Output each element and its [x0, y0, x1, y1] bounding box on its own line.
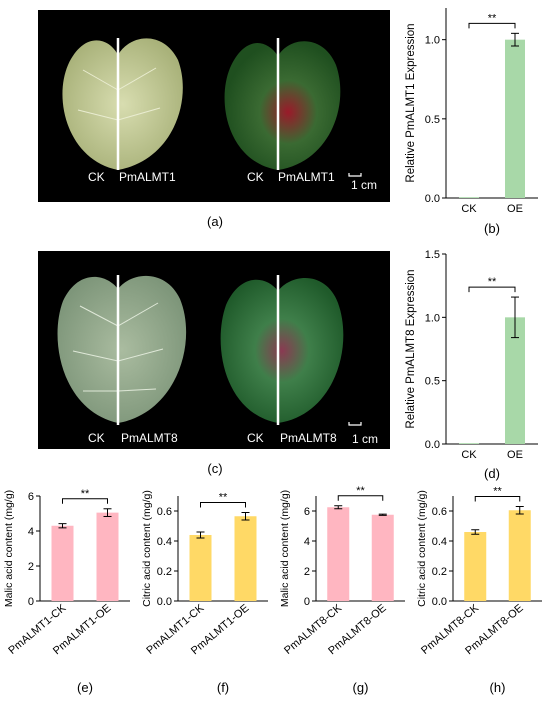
- y-tick-label: 0.0: [425, 193, 440, 205]
- leaf-fluorescence-pmalmt8: [220, 278, 344, 423]
- significance-bracket: [468, 22, 516, 29]
- y-axis-label: Citric acid content (mg/g): [416, 490, 428, 607]
- significance-bracket: [468, 286, 516, 293]
- y-tick-label: 0.4: [432, 536, 447, 548]
- leaf-ck-pmalmt8: [57, 275, 187, 423]
- y-tick-label: 2: [304, 566, 310, 578]
- bar-pmalmt8-oe: [371, 514, 394, 601]
- y-tick-label: 0: [28, 596, 34, 608]
- panel-letter-d: (d): [484, 466, 500, 481]
- x-tick-label: CK: [461, 449, 477, 461]
- leaf-photo-a: [62, 38, 362, 177]
- x-tick-label: OE: [507, 203, 523, 215]
- significance-bracket: [337, 495, 384, 501]
- panel-letter-f: (f): [217, 680, 229, 695]
- leaf-fluorescence-pmalmt1: [224, 41, 341, 171]
- chart-g: 0 2 4 6 Malic acid content (mg/g) PmALMT8-CK P…: [276, 480, 413, 708]
- significance-bracket: [474, 496, 521, 502]
- panel-letter-b: (b): [484, 221, 500, 236]
- scale-bar-label-c: 1 cm: [352, 432, 379, 446]
- label-ck-a2: CK: [247, 170, 264, 184]
- label-ck-c2: CK: [247, 431, 264, 445]
- y-tick-label: 0.5: [425, 376, 440, 388]
- label-gene-c2: PmALMT8: [280, 431, 337, 445]
- significance-bracket: [200, 502, 246, 508]
- panel-letter-e: (e): [77, 680, 93, 695]
- bar-pmalmt8-ck: [464, 532, 487, 601]
- chart-d: 0.0 0.5 1.0 1.5 Relative PmALMT8 Expression C…: [398, 245, 550, 490]
- y-tick-label: 0.0: [432, 596, 447, 608]
- significance-label: **: [356, 485, 365, 497]
- significance-label: **: [81, 488, 90, 500]
- bar-ck: [459, 443, 479, 444]
- chart-h: 0.0 0.2 0.4 0.6 Citric acid content (mg/g) Pm…: [413, 480, 550, 708]
- bar-pmalmt1-ck: [51, 525, 74, 601]
- panel-letter-h: (h): [490, 680, 506, 695]
- y-axis-label: Malic acid content (mg/g): [3, 490, 15, 607]
- significance-label: **: [488, 12, 497, 24]
- panel-letter-c: (c): [207, 461, 223, 476]
- leaf-photo-c: [57, 275, 362, 426]
- y-tick-label: 1.5: [425, 249, 440, 261]
- chart-e: 0 2 4 6 Malic acid content (mg/g) PmALMT1-CK P…: [0, 480, 138, 708]
- bar-pmalmt8-oe: [508, 510, 531, 601]
- bar-pmalmt1-oe: [96, 512, 119, 601]
- y-tick-label: 4: [28, 526, 34, 538]
- y-tick-label: 6: [28, 491, 34, 503]
- y-tick-label: 0.2: [157, 566, 172, 578]
- significance-label: **: [488, 276, 497, 288]
- y-axis-label: Citric acid content (mg/g): [141, 490, 153, 607]
- photo-panel-c: [38, 251, 390, 449]
- x-tick-label: CK: [461, 203, 477, 215]
- bar-pmalmt8-ck: [327, 507, 350, 601]
- x-tick-label: OE: [507, 449, 523, 461]
- y-tick-label: 0.0: [157, 596, 172, 608]
- y-tick-label: 0.6: [432, 506, 447, 518]
- panel-letter-g: (g): [353, 680, 369, 695]
- bar-pmalmt1-ck: [189, 535, 212, 601]
- y-axis-label: Relative PmALMT1 Expression: [405, 23, 417, 182]
- label-gene-a2: PmALMT1: [278, 170, 335, 184]
- bar-pmalmt1-oe: [234, 516, 257, 601]
- chart-b: 0.0 0.5 1.0 Relative PmALMT1 Expression CK OE…: [398, 0, 550, 245]
- y-axis-label: Malic acid content (mg/g): [279, 490, 291, 607]
- panel-letter-a: (a): [207, 214, 223, 229]
- y-tick-label: 6: [304, 506, 310, 518]
- photo-panel-a: [38, 10, 390, 202]
- significance-label: **: [219, 492, 228, 504]
- label-ck-a1: CK: [88, 170, 105, 184]
- y-tick-label: 0: [304, 596, 310, 608]
- y-tick-label: 2: [28, 561, 34, 573]
- y-tick-label: 1.0: [425, 312, 440, 324]
- bar-oe: [505, 39, 525, 198]
- leaf-ck-pmalmt1: [62, 38, 183, 170]
- y-tick-label: 1.0: [425, 35, 440, 47]
- bar-ck: [459, 197, 479, 198]
- chart-f: 0.0 0.2 0.4 0.6 Citric acid content (mg/g) Pm…: [138, 480, 276, 708]
- y-tick-label: 0.6: [157, 506, 172, 518]
- label-gene-a1: PmALMT1: [119, 170, 176, 184]
- y-tick-label: 0.4: [157, 536, 172, 548]
- significance-bracket: [62, 498, 108, 504]
- y-tick-label: 0.2: [432, 566, 447, 578]
- y-tick-label: 0.0: [425, 439, 440, 451]
- label-gene-c1: PmALMT8: [121, 431, 178, 445]
- y-tick-label: 0.5: [425, 114, 440, 126]
- label-ck-c1: CK: [88, 431, 105, 445]
- y-tick-label: 4: [304, 536, 310, 548]
- significance-label: **: [493, 486, 502, 498]
- y-axis-label: Relative PmALMT8 Expression: [405, 269, 417, 428]
- bar-oe: [505, 317, 525, 444]
- scale-bar-label-a: 1 cm: [351, 178, 378, 192]
